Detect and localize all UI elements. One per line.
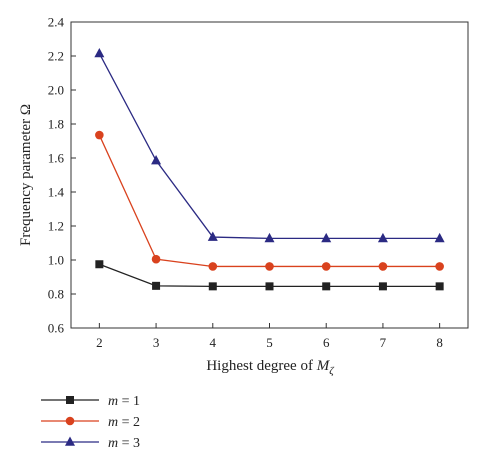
- data-point: [208, 282, 217, 291]
- data-point: [265, 282, 274, 291]
- legend-label: m = 1: [108, 394, 140, 409]
- legend-eq: =: [118, 415, 133, 430]
- data-point: [378, 262, 388, 271]
- data-point: [95, 260, 104, 269]
- data-point: [434, 232, 445, 243]
- legend-marker: [65, 436, 75, 446]
- legend-eq: =: [118, 394, 133, 409]
- y-tick-label: 0.6: [48, 321, 65, 336]
- y-tick-label: 1.4: [48, 185, 65, 200]
- legend-label: m = 2: [108, 415, 140, 430]
- data-point: [264, 232, 275, 243]
- series-m-3: [94, 47, 445, 243]
- data-point: [435, 262, 444, 271]
- legend-var: m: [108, 436, 118, 451]
- x-axis-label: Highest degree of Mζ: [206, 358, 335, 377]
- legend-var: m: [108, 394, 118, 409]
- legend-var: m: [108, 415, 118, 430]
- data-point: [321, 232, 332, 243]
- legend-val: 2: [133, 415, 140, 430]
- x-tick-label: 4: [210, 335, 217, 350]
- data-point: [95, 130, 104, 140]
- y-tick-label: 2.2: [48, 49, 64, 64]
- series-m-1: [95, 260, 444, 291]
- x-tick-label: 7: [380, 335, 387, 350]
- data-point: [207, 231, 218, 241]
- data-point: [265, 262, 274, 271]
- data-point: [321, 262, 331, 271]
- data-point: [435, 282, 444, 291]
- y-tick-label: 1.2: [48, 219, 64, 234]
- x-tick-label: 2: [96, 335, 103, 350]
- x-tick-label: 6: [323, 335, 330, 350]
- data-point: [322, 282, 331, 291]
- x-tick-label: 5: [266, 335, 273, 350]
- legend-val: 1: [133, 394, 140, 409]
- legend-item-m-3: m = 3: [41, 436, 140, 451]
- plot-frame: [70, 21, 469, 329]
- y-tick-label: 0.8: [48, 287, 64, 302]
- x-tick-label: 8: [436, 335, 443, 350]
- series-m-2: [95, 130, 444, 271]
- y-axis-label: Frequency parameter Ω: [18, 104, 34, 246]
- legend-marker: [66, 396, 74, 404]
- y-tick-label: 1.0: [48, 253, 64, 268]
- y-tick-label: 2.4: [48, 15, 65, 30]
- data-point: [151, 155, 162, 165]
- y-tick-label: 1.6: [48, 151, 65, 166]
- y-tick-label: 2.0: [48, 83, 64, 98]
- series-line-m-3: [98, 53, 440, 240]
- data-point: [151, 254, 161, 264]
- legend: m = 1m = 2m = 3: [41, 394, 140, 451]
- legend-item-m-1: m = 1: [41, 394, 140, 409]
- x-axis-label-sub: ζ: [329, 365, 335, 377]
- data-point: [208, 262, 218, 271]
- data-point: [377, 232, 388, 243]
- legend-val: 3: [133, 436, 140, 451]
- legend-label: m = 3: [108, 436, 140, 451]
- series-line-m-2: [98, 134, 440, 268]
- y-tick-label: 1.8: [48, 117, 64, 132]
- data-point: [378, 282, 387, 291]
- ticks: 2 3 4 5 6 7 8 0.6 0.8 1.0 1.2 1.4 1.6 1.8 2.0 2.2 2.4: [48, 15, 443, 351]
- x-axis-label-text: Highest degree of: [206, 358, 316, 374]
- legend-eq: =: [118, 436, 133, 451]
- x-axis-label-var: M: [316, 358, 331, 374]
- x-tick-label: 3: [153, 335, 160, 350]
- data-point: [94, 47, 105, 58]
- legend-item-m-2: m = 2: [41, 415, 140, 430]
- legend-marker: [65, 416, 75, 426]
- data-point: [152, 281, 161, 290]
- series-group: [94, 47, 445, 291]
